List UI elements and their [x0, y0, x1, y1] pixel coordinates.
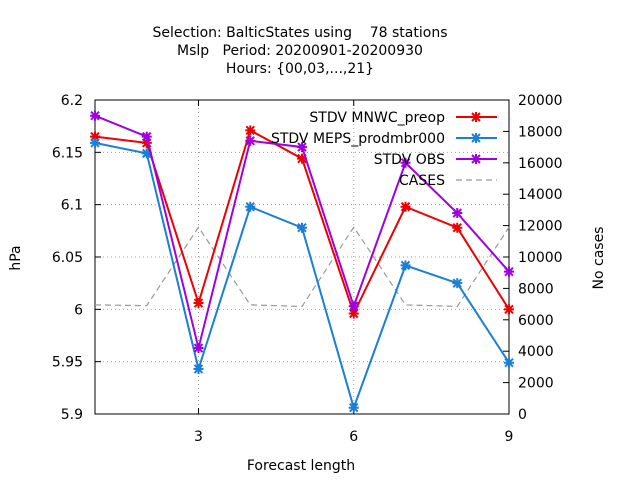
x-tick-label: 9: [505, 429, 514, 445]
y-tick-label: 5.9: [61, 407, 83, 423]
y2-tick-label: 14000: [518, 187, 563, 203]
data-point: [141, 148, 152, 159]
legend-marker: [471, 112, 481, 122]
legend-label: STDV MEPS_prodmbr000: [271, 131, 445, 147]
data-point: [504, 266, 514, 277]
legend-entry: STDV OBS: [374, 152, 497, 168]
y-tick-label: 6.15: [52, 145, 83, 161]
series-line: [94, 226, 510, 308]
chart-title-line-1: Selection: BalticStates using 78 station…: [153, 25, 448, 41]
y-tick-label: 6: [74, 302, 83, 318]
y-tick-label: 6.1: [61, 198, 83, 214]
y-tick-label: 5.95: [52, 355, 83, 371]
y2-axis-label: No cases: [591, 227, 607, 290]
y2-tick-label: 0: [518, 407, 527, 423]
data-point: [90, 137, 100, 148]
series-stdv-mnwc-preop: [90, 125, 514, 319]
data-point: [297, 153, 307, 164]
x-axis-label: Forecast length: [247, 458, 355, 474]
chart-title-line-3: Hours: {00,03,...,21}: [226, 61, 374, 77]
data-point: [245, 125, 256, 136]
series-stdv-meps-prodmbr000: [90, 137, 514, 413]
series-stdv-obs: [90, 110, 514, 354]
data-point: [452, 222, 463, 233]
y-tick-label: 6.2: [61, 93, 83, 109]
data-point: [504, 357, 514, 368]
y2-tick-label: 6000: [518, 313, 554, 329]
data-point: [141, 131, 152, 142]
chart-title: Selection: BalticStates using 78 station…: [153, 25, 448, 77]
legend-entry: STDV MEPS_prodmbr000: [271, 131, 497, 147]
data-point: [90, 110, 100, 121]
legend-entry: STDV MNWC_preop: [309, 110, 497, 126]
y2-tick-label: 12000: [518, 219, 563, 235]
legend-label: STDV OBS: [374, 152, 445, 168]
data-point: [193, 298, 204, 309]
legend: STDV MNWC_preop STDV MEPS_prodmbr000 STDV …: [271, 110, 497, 189]
legend-marker: [471, 154, 481, 164]
data-point: [348, 402, 359, 413]
y2-tick-label: 10000: [518, 250, 563, 266]
data-point: [245, 201, 256, 212]
y2-tick-label: 2000: [518, 376, 554, 392]
series-cases: [94, 226, 510, 308]
data-point: [452, 278, 463, 289]
data-point: [297, 142, 307, 153]
data-point: [90, 131, 100, 142]
plot-series: [90, 110, 514, 413]
y-tick-label: 6.05: [52, 250, 83, 266]
y2-tick-label: 16000: [518, 156, 563, 172]
data-point: [504, 304, 514, 315]
legend-label: CASES: [399, 173, 445, 189]
data-point: [193, 363, 204, 374]
data-point: [141, 137, 152, 148]
legend-marker: [471, 133, 481, 143]
x-tick-label: 6: [349, 429, 358, 445]
chart-title-line-2: Mslp Period: 20200901-20200930: [177, 43, 423, 59]
legend-entry: CASES: [399, 173, 497, 189]
data-point: [400, 201, 411, 212]
y2-tick-label: 18000: [518, 124, 563, 140]
axes: 5.9 5.95 6 6.05 6.1 6.15 6.2 0 2000 4000 6000 8000 1…: [52, 93, 563, 445]
data-point: [193, 343, 204, 354]
data-point: [348, 301, 359, 312]
y2-tick-label: 8000: [518, 281, 554, 297]
data-point: [400, 260, 411, 271]
legend-label: STDV MNWC_preop: [309, 110, 445, 126]
data-point: [400, 157, 411, 168]
data-point: [297, 222, 307, 233]
data-point: [452, 208, 463, 219]
data-point: [348, 308, 359, 319]
data-point: [245, 135, 256, 146]
x-tick-label: 3: [194, 429, 203, 445]
y2-tick-label: 20000: [518, 93, 563, 109]
y-axis-label: hPa: [8, 245, 24, 270]
y2-tick-label: 4000: [518, 344, 554, 360]
